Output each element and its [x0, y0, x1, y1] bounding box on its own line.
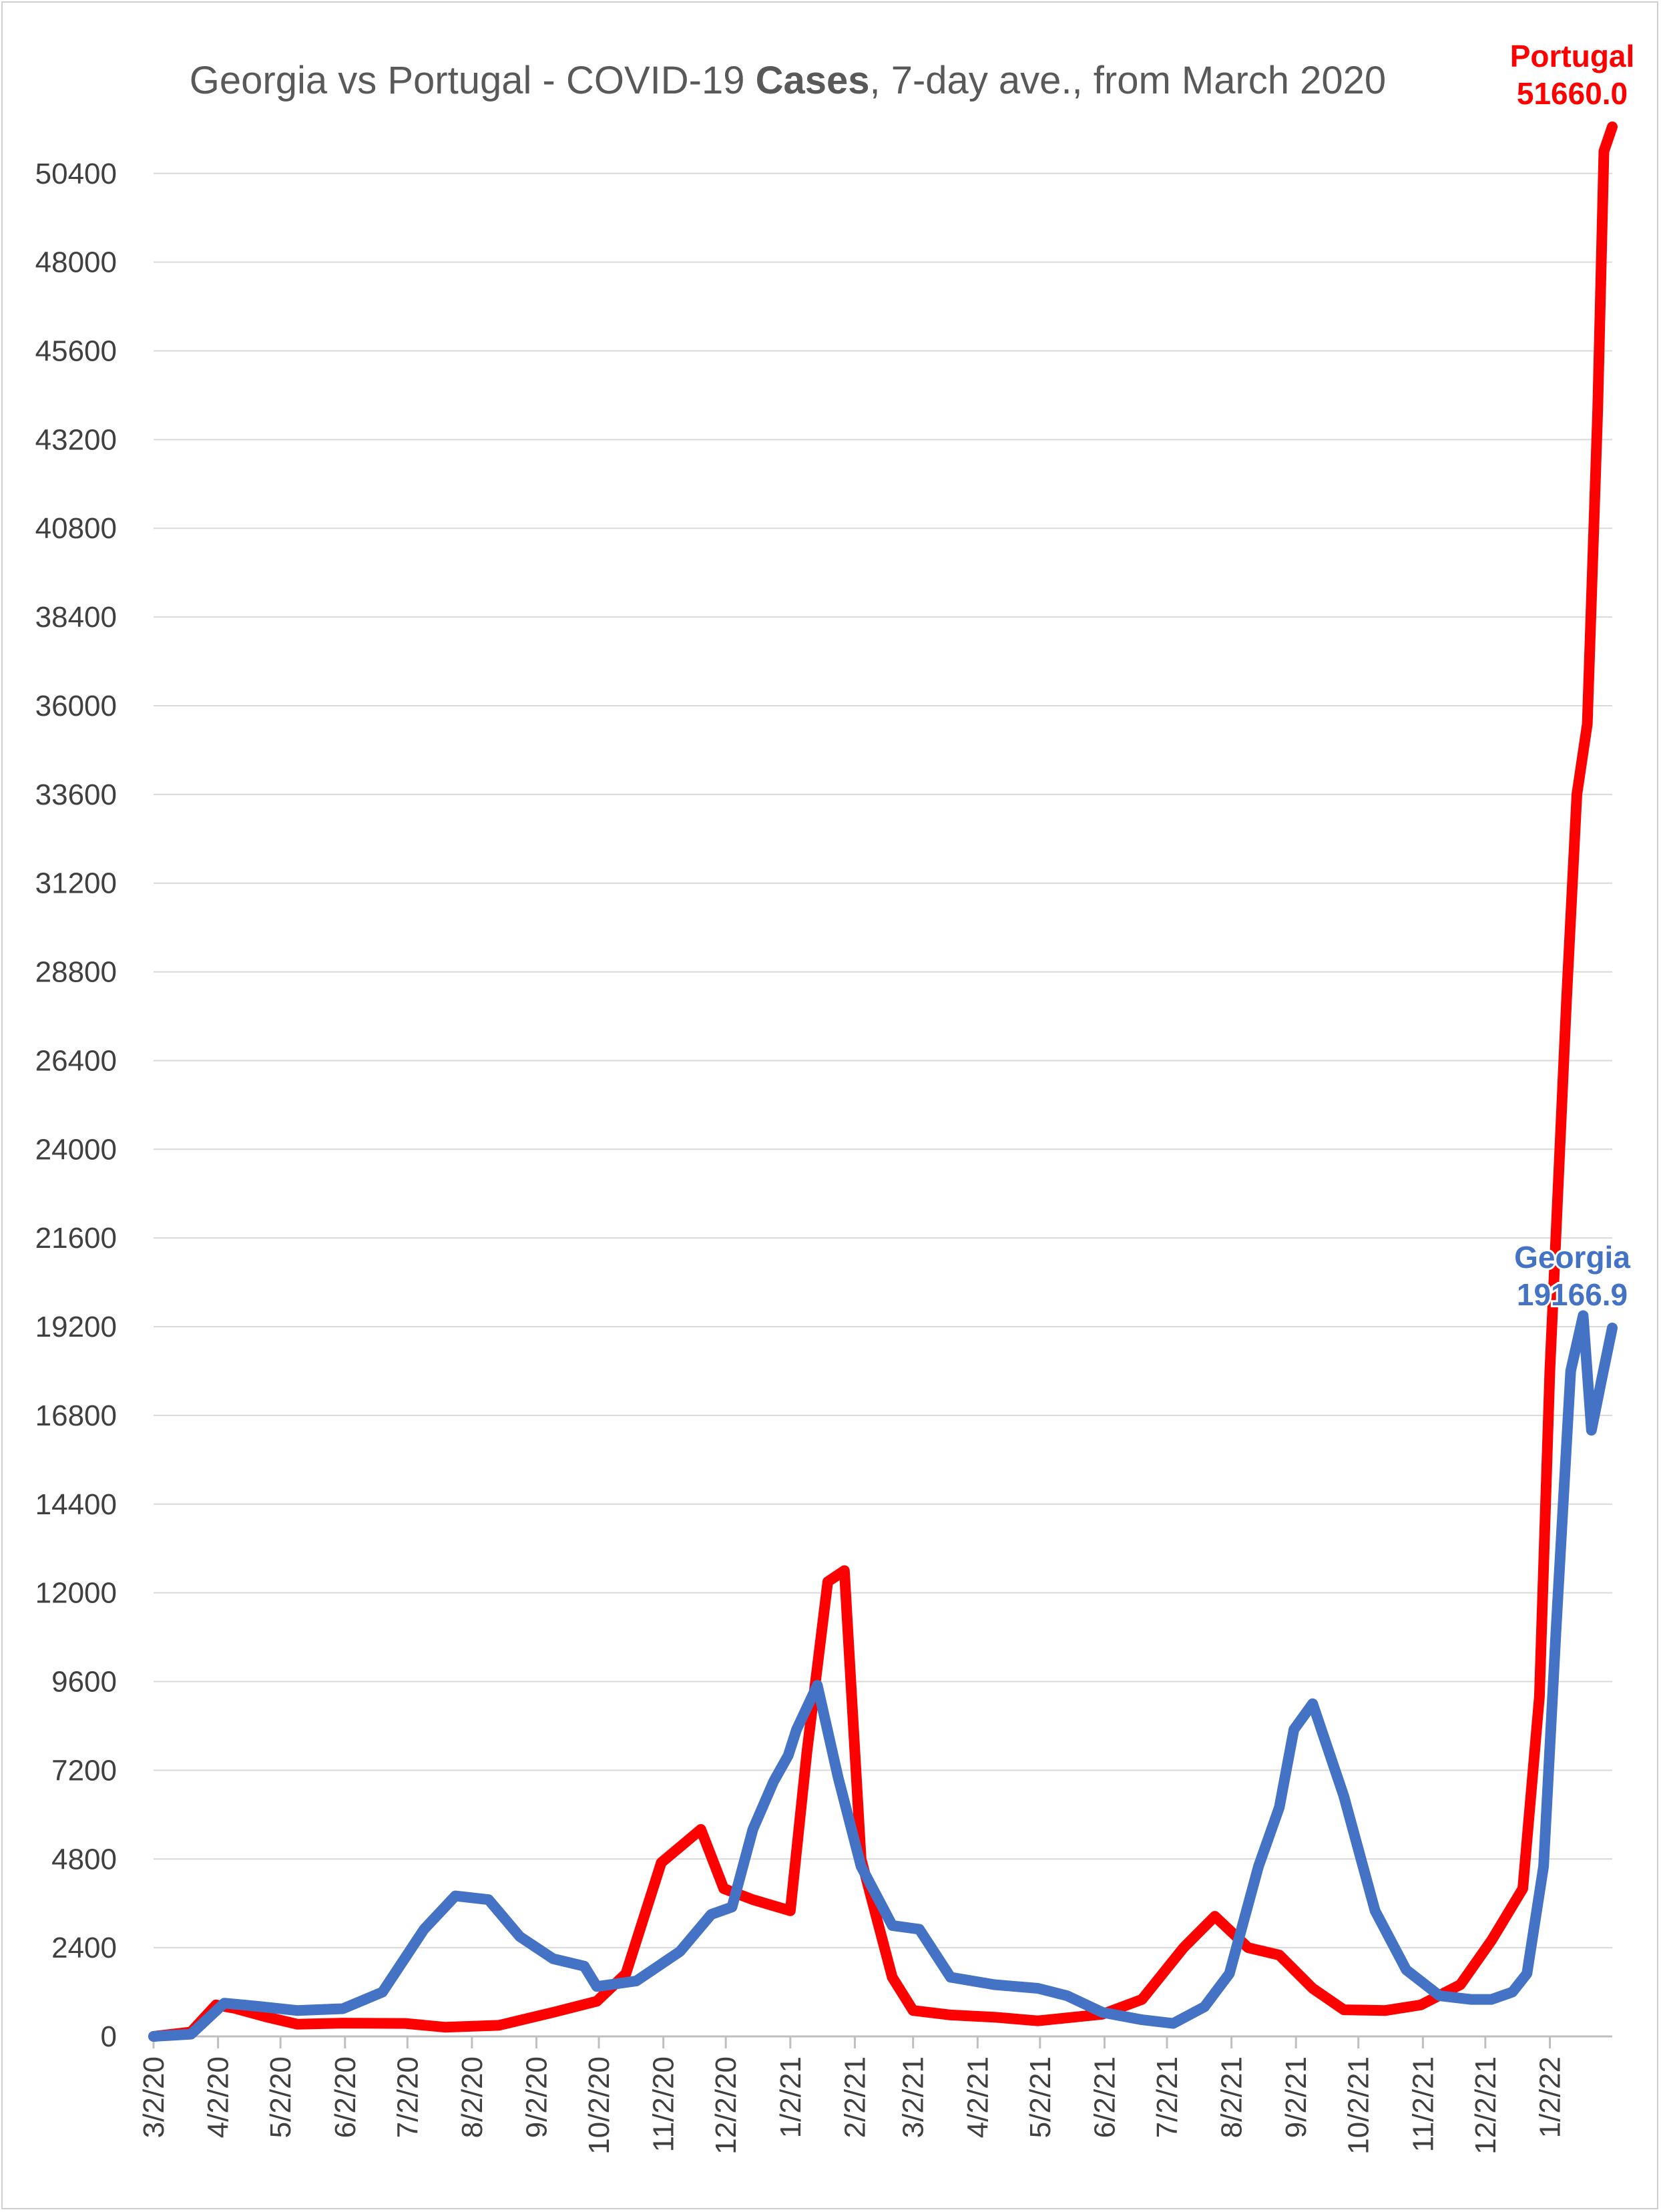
y-tick-label: 9600 [51, 1666, 117, 1699]
x-tick-label: 11/2/20 [648, 2056, 680, 2153]
x-tick-label: 6/2/20 [329, 2056, 362, 2138]
y-tick-label: 40800 [35, 512, 117, 545]
y-tick-label: 24000 [35, 1133, 117, 1166]
x-tick-label: 6/2/21 [1088, 2056, 1121, 2138]
y-tick-label: 33600 [35, 779, 117, 811]
x-tick-label: 10/2/20 [583, 2056, 616, 2155]
x-tick-label: 3/2/20 [138, 2056, 170, 2138]
callout-label-portugal: Portugal [1510, 39, 1635, 73]
y-tick-label: 16800 [35, 1399, 117, 1432]
x-tick-label: 8/2/21 [1216, 2056, 1248, 2138]
y-tick-label: 14400 [35, 1488, 117, 1521]
x-tick-label: 5/2/20 [264, 2056, 297, 2138]
callout-value-georgia: 19166.9 [1517, 1277, 1628, 1312]
y-tick-label: 45600 [35, 335, 117, 367]
x-tick-label: 11/2/21 [1407, 2056, 1439, 2153]
x-tick-label: 5/2/21 [1024, 2056, 1057, 2138]
y-tick-label: 7200 [51, 1754, 117, 1787]
y-tick-label: 38400 [35, 601, 117, 634]
axes: 0 2400 4800 7200 9600 12000 14400 16800 19200 216… [35, 158, 1612, 2155]
x-tick-label: 4/2/21 [961, 2056, 994, 2138]
x-tick-label: 9/2/21 [1280, 2056, 1313, 2138]
chart-title-part-3: , 7-day ave., from March 2020 [870, 59, 1387, 102]
gridlines [154, 172, 1612, 1949]
x-tick-label: 7/2/21 [1151, 2056, 1184, 2138]
y-tick-label: 4800 [51, 1843, 117, 1875]
y-tick-label: 19200 [35, 1311, 117, 1343]
y-tick-label: 43200 [35, 423, 117, 456]
x-tick-label: 4/2/20 [202, 2056, 235, 2138]
y-tick-label: 21600 [35, 1222, 117, 1255]
chart-title-group: Georgia vs Portugal - COVID-19 Cases, 7-… [190, 59, 1386, 102]
chart-title-part-2: Cases [756, 59, 870, 102]
x-tick-label: 1/2/21 [774, 2056, 807, 2138]
series-line-georgia [148, 1310, 1618, 2042]
x-tick-label: 2/2/21 [839, 2056, 871, 2138]
y-tick-label: 12000 [35, 1577, 117, 1610]
chart-title-part-1: Georgia vs Portugal - COVID-19 [190, 59, 756, 102]
y-tick-label: 36000 [35, 690, 117, 722]
y-tick-label: 0 [101, 2020, 117, 2053]
y-tick-label: 50400 [35, 158, 117, 190]
series-line-portugal [148, 122, 1618, 2042]
x-tick-label: 12/2/20 [710, 2056, 742, 2155]
y-tick-label: 26400 [35, 1044, 117, 1077]
x-tick-label: 3/2/21 [897, 2056, 930, 2138]
callout-value-portugal: 51660.0 [1517, 76, 1628, 111]
x-tick-label: 7/2/20 [391, 2056, 424, 2138]
x-tick-label: 8/2/20 [456, 2056, 489, 2138]
x-tick-label: 9/2/20 [521, 2056, 553, 2138]
callout-label-georgia: Georgia [1514, 1240, 1630, 1275]
y-tick-label: 2400 [51, 1932, 117, 1964]
chart-title: Georgia vs Portugal - COVID-19 Cases, 7-… [190, 59, 1386, 102]
x-tick-label: 12/2/21 [1469, 2056, 1502, 2155]
series-lines [148, 122, 1618, 2042]
x-tick-label: 1/2/22 [1533, 2056, 1566, 2138]
y-tick-label: 28800 [35, 956, 117, 989]
y-tick-label: 48000 [35, 246, 117, 279]
x-tick-label: 10/2/21 [1343, 2056, 1375, 2155]
y-tick-label: 31200 [35, 867, 117, 900]
